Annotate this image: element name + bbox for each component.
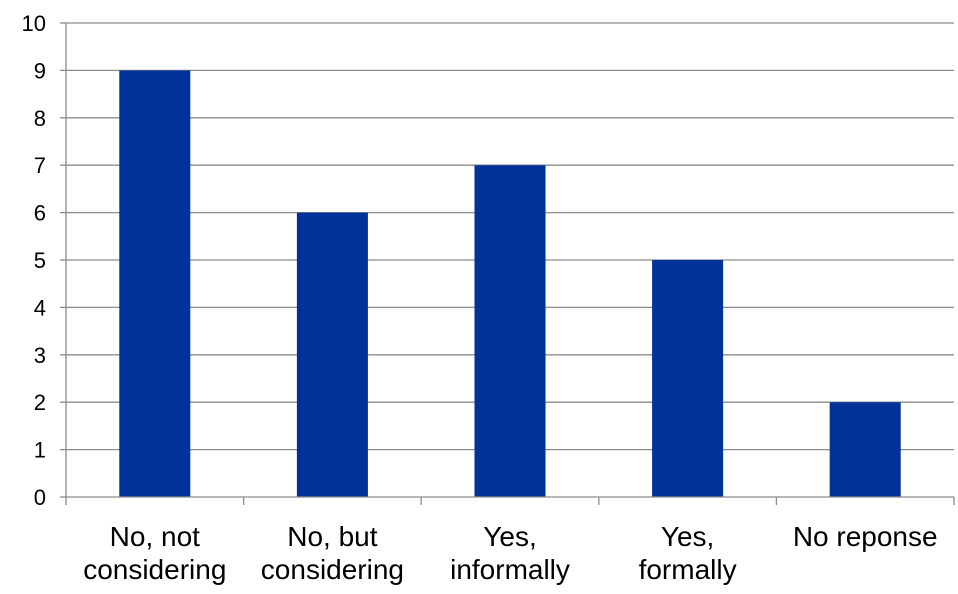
- x-tick-label-3: Yes, formally: [639, 521, 737, 585]
- y-tick-label-0: 0: [34, 485, 46, 510]
- y-tick-label-1: 1: [34, 438, 46, 463]
- y-tick-label-9: 9: [34, 58, 46, 83]
- y-tick-label-7: 7: [34, 153, 46, 178]
- y-tick-label-10: 10: [22, 11, 46, 36]
- bar-1: [296, 212, 368, 497]
- x-tick-label-0: No, not considering: [83, 521, 226, 585]
- bar-2: [474, 165, 546, 497]
- y-tick-label-2: 2: [34, 390, 46, 415]
- y-tick-labels: 0 1 2 3 4 5 6 7 8 9 10: [22, 11, 46, 510]
- axes: [60, 22, 955, 505]
- x-tick-labels: No, not considering No, but considering Yes,…: [83, 521, 937, 585]
- y-tick-label-6: 6: [34, 201, 46, 226]
- bar-3: [652, 260, 724, 497]
- y-tick-label-4: 4: [34, 295, 46, 320]
- bar-0: [119, 70, 191, 498]
- y-tick-label-3: 3: [34, 343, 46, 368]
- y-tick-label-5: 5: [34, 248, 46, 273]
- x-tick-label-4: No reponse: [793, 521, 938, 552]
- y-tick-label-8: 8: [34, 106, 46, 131]
- x-tick-label-2: Yes, informally: [450, 521, 570, 585]
- x-tick-label-1: No, but considering: [261, 521, 404, 585]
- bar-4: [829, 402, 901, 497]
- bars: [119, 70, 901, 498]
